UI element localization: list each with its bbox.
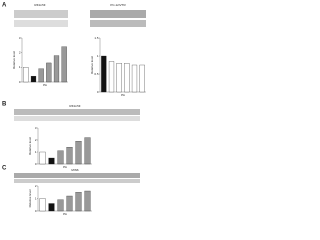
bar (131, 64, 138, 93)
bar (101, 55, 107, 93)
bar (23, 67, 29, 83)
bar (48, 203, 55, 212)
bar (38, 68, 44, 83)
bar (48, 157, 55, 165)
y-tick-label: 0 (19, 80, 21, 84)
blot-title: RINm5F (34, 3, 45, 7)
y-axis-label: Relative level (90, 56, 94, 74)
y-tick-label: 2 (35, 184, 37, 188)
panel-label: A (2, 3, 7, 9)
bar (39, 198, 46, 212)
y-tick-label: 1.5 (94, 36, 99, 40)
bar (57, 150, 64, 165)
x-axis-label: PA (43, 83, 47, 87)
bar (39, 151, 46, 165)
y-tick-label: 1 (35, 150, 37, 154)
blot-title: PC-12/VTR (110, 3, 126, 7)
bar (139, 64, 145, 93)
figure: A B C RINm5F PC-12/VTR RINm5F MIN6 0 1 2 3 R… (2, 3, 146, 216)
y-tick-label: 0 (97, 90, 99, 94)
panel-label: B (2, 102, 7, 108)
bar (66, 147, 73, 165)
bar (108, 61, 115, 93)
bar (84, 137, 91, 165)
y-axis-label: Relative level (12, 51, 16, 69)
y-tick-label: 3 (19, 36, 21, 40)
y-tick-label: 0.5 (94, 72, 99, 76)
bar (66, 195, 73, 212)
y-tick-label: 2 (35, 138, 37, 142)
x-axis-label: PA (121, 93, 125, 97)
x-axis-label: PA (63, 212, 67, 216)
bar (57, 199, 64, 212)
y-tick-label: 0 (35, 209, 37, 213)
y-tick-label: 3 (35, 126, 37, 130)
blot-title: RINm5F (69, 104, 80, 108)
bar (53, 55, 60, 83)
y-tick-label: 1 (19, 65, 21, 69)
bar (46, 62, 52, 83)
y-tick-label: 2 (19, 50, 21, 54)
y-axis-label: Relative level (28, 137, 32, 155)
bar (30, 75, 37, 83)
y-axis-label: Relative level (28, 189, 32, 207)
blot (14, 10, 146, 183)
bar (124, 63, 130, 93)
bar (75, 192, 82, 212)
blot-title: MIN6 (71, 168, 78, 172)
y-tick-label: 1 (97, 54, 99, 58)
panel-label: C (2, 166, 7, 172)
y-tick-label: 0 (35, 162, 37, 166)
bar (84, 190, 91, 212)
bar (116, 63, 122, 93)
bar (75, 141, 82, 165)
bar (61, 46, 67, 83)
x-axis-label: PA (63, 165, 67, 169)
y-tick-label: 1 (35, 196, 37, 200)
